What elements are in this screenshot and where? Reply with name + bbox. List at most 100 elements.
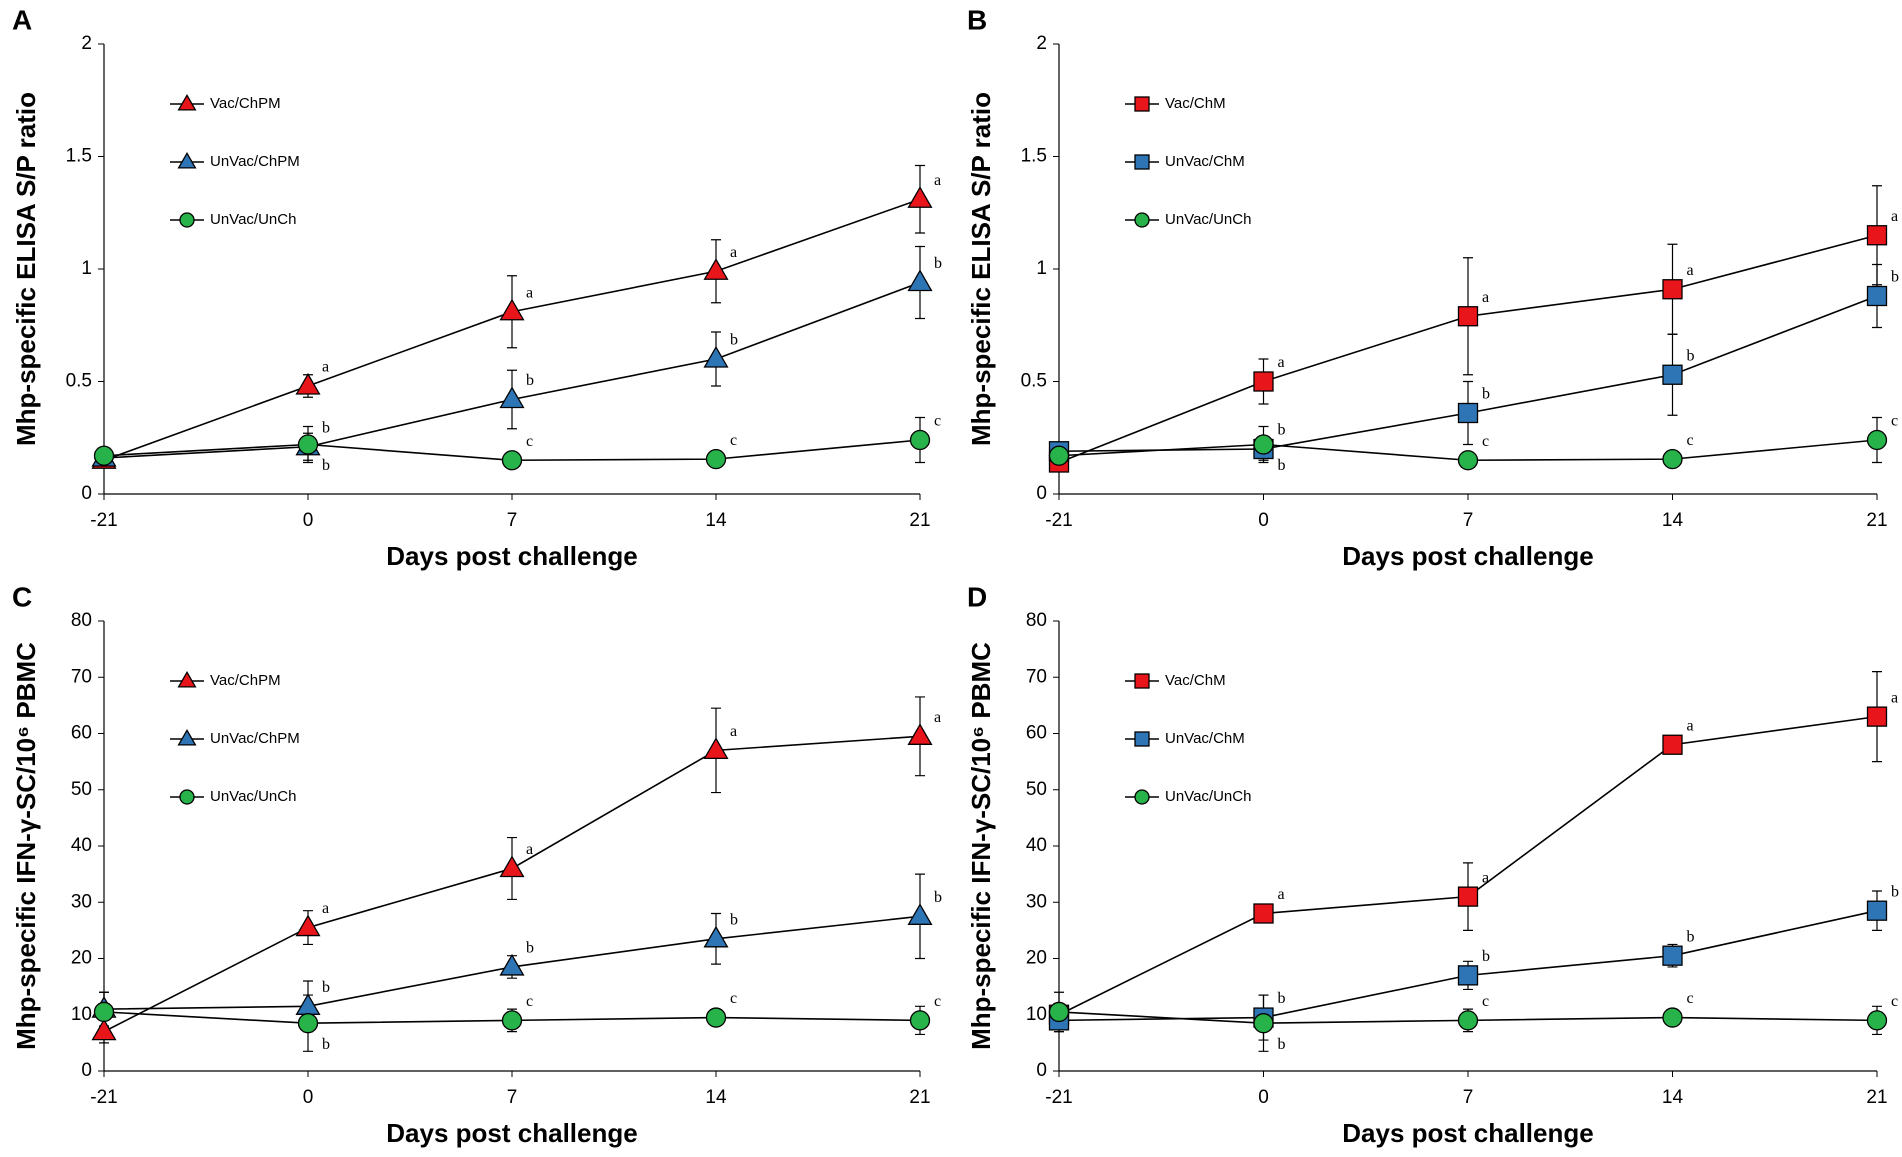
marker [1457, 306, 1479, 327]
marker [1134, 212, 1150, 228]
marker [1866, 429, 1888, 451]
x-tick-label: 14 [1662, 1087, 1684, 1108]
significance-letter: a [730, 244, 737, 261]
y-tick-label: 2 [1036, 33, 1047, 54]
legend-label: UnVac/ChPM [210, 153, 300, 170]
marker [1048, 1001, 1070, 1023]
marker [177, 94, 197, 111]
significance-letter: a [526, 284, 533, 301]
significance-letter: b [730, 332, 738, 349]
x-tick-label: -21 [1045, 1087, 1072, 1108]
marker [501, 1010, 523, 1031]
x-tick-label: 0 [1258, 1087, 1269, 1108]
marker [907, 723, 933, 745]
marker [1253, 371, 1274, 392]
marker [1866, 285, 1888, 307]
marker [1134, 789, 1150, 805]
y-tick-label: 80 [1026, 610, 1047, 631]
marker [93, 445, 115, 466]
legend-label: Vac/ChM [1165, 672, 1226, 689]
marker [1662, 945, 1683, 966]
y-tick-label: 10 [1026, 1004, 1047, 1025]
marker [1866, 706, 1888, 727]
significance-letter: b [526, 940, 534, 957]
x-tick-label: 14 [705, 510, 727, 531]
x-tick-label: -21 [90, 1087, 117, 1108]
y-tick-label: 0 [1036, 1060, 1047, 1081]
marker [295, 372, 321, 395]
significance-letter: b [526, 372, 534, 389]
marker [1457, 886, 1479, 907]
marker [501, 450, 523, 471]
y-tick-label: 60 [1026, 723, 1047, 744]
y-axis-title: Mhp-specific IFN-γ-SC/10⁶ PBMC [11, 642, 41, 1050]
legend-label: UnVac/UnCh [210, 788, 296, 805]
x-tick-label: 0 [303, 510, 314, 531]
marker [1134, 731, 1150, 747]
marker [1866, 225, 1888, 246]
significance-letter: b [322, 419, 330, 436]
marker [1134, 673, 1150, 689]
marker [1457, 1010, 1479, 1031]
marker [1253, 1013, 1274, 1034]
legend-label: UnVac/UnCh [210, 211, 296, 228]
significance-letter: a [1278, 886, 1285, 903]
marker [1134, 154, 1150, 170]
y-tick-label: 40 [1026, 835, 1047, 856]
marker [703, 925, 729, 948]
y-tick-label: 60 [71, 723, 92, 744]
marker [705, 448, 727, 470]
significance-letter: a [322, 900, 329, 917]
significance-letter: a [1482, 289, 1489, 306]
significance-letter: c [1687, 432, 1694, 449]
marker [295, 914, 321, 937]
x-tick-label: 21 [909, 510, 930, 531]
significance-letter: b [322, 457, 330, 474]
significance-letter: c [1482, 993, 1489, 1010]
significance-letter: a [730, 723, 737, 740]
marker [297, 1013, 319, 1034]
y-tick-label: 1.5 [66, 146, 92, 167]
x-tick-label: 7 [507, 1087, 518, 1108]
marker [703, 258, 729, 280]
legend-label: Vac/ChM [1165, 95, 1226, 112]
y-tick-label: 30 [1026, 891, 1047, 912]
x-tick-label: 14 [705, 1087, 727, 1108]
x-tick-label: 7 [507, 510, 518, 531]
marker [1866, 900, 1888, 921]
significance-letter: a [1687, 717, 1694, 734]
marker [1866, 1010, 1888, 1031]
significance-letter: b [1891, 269, 1899, 286]
significance-letter: a [934, 172, 941, 189]
y-tick-label: 0 [81, 483, 92, 504]
marker [1253, 903, 1274, 924]
significance-letter: b [1482, 948, 1490, 965]
significance-letter: a [1278, 354, 1285, 371]
significance-letter: a [1482, 869, 1489, 886]
marker [1662, 364, 1683, 385]
x-axis-title: Days post challenge [1342, 541, 1593, 571]
x-axis-title: Days post challenge [1342, 1118, 1593, 1148]
significance-letter: b [1687, 928, 1695, 945]
x-tick-label: 21 [1866, 1087, 1887, 1108]
x-tick-label: -21 [90, 510, 117, 531]
marker [177, 671, 197, 688]
legend-label: UnVac/UnCh [1165, 788, 1251, 805]
x-tick-label: 7 [1463, 1087, 1474, 1108]
x-tick-label: 21 [1866, 510, 1887, 531]
marker [907, 903, 933, 925]
significance-letter: c [730, 432, 737, 449]
marker [1662, 1007, 1683, 1028]
marker [1662, 448, 1683, 470]
significance-letter: c [1687, 990, 1694, 1007]
y-tick-label: 0.5 [66, 371, 92, 392]
marker [907, 186, 933, 208]
significance-letter: a [1891, 208, 1898, 225]
marker [177, 729, 197, 746]
marker [93, 1001, 115, 1023]
significance-letter: c [526, 433, 533, 450]
marker [1457, 402, 1479, 424]
x-tick-label: 0 [1258, 510, 1269, 531]
significance-letter: b [730, 911, 738, 928]
